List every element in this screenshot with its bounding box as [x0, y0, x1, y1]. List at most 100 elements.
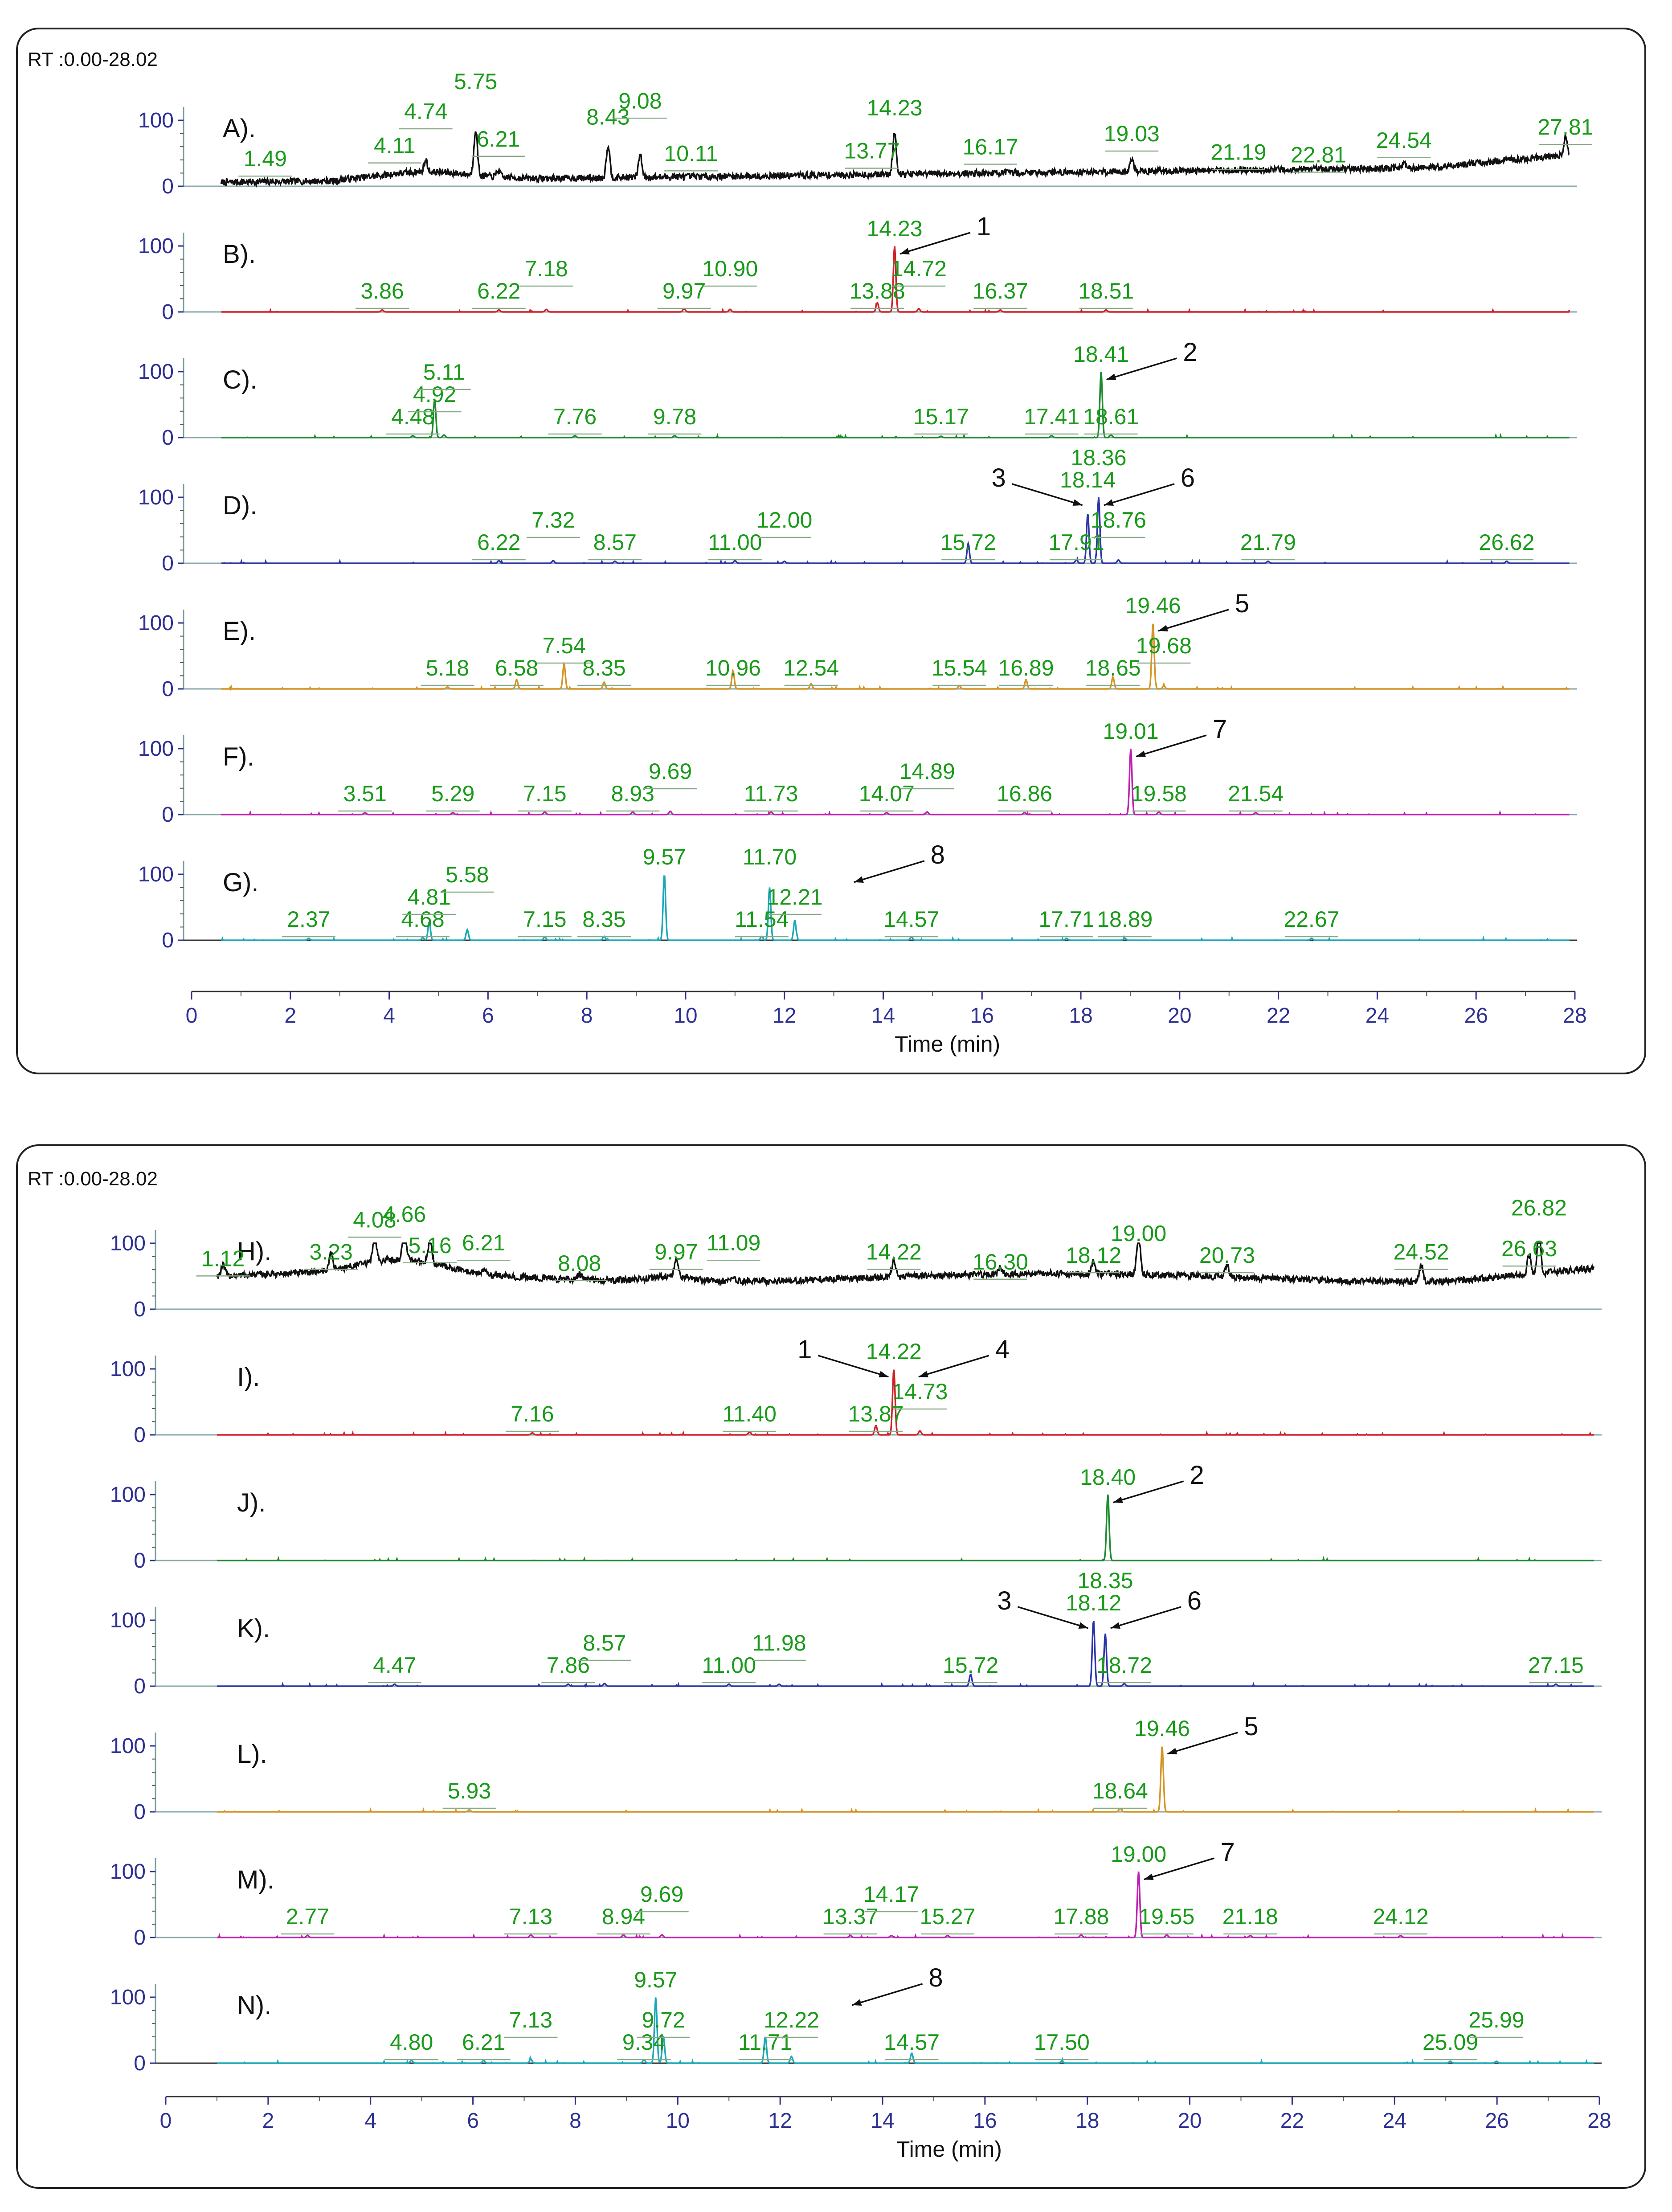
peak-rt-label: 7.15 [523, 907, 566, 932]
peak-rt-label: 24.54 [1376, 128, 1432, 153]
peak-rt-label: 21.18 [1222, 1904, 1278, 1929]
peak-label: 26.82 [1511, 1195, 1567, 1220]
peak-rt-label: 9.34 [622, 2030, 666, 2055]
peak-label: 16.86 [997, 781, 1052, 812]
peak-label: 19.58 [1131, 781, 1187, 812]
trace-7: N). 0 100 4.80 6.217.13 9.34 9.57 9.72 11.7112.2… [110, 1963, 1602, 2075]
peak-rt-label: 12.00 [756, 508, 812, 533]
annotation-number: 5 [1235, 589, 1249, 618]
peak-rt-label: 1.12 [201, 1246, 245, 1271]
x-tick-label: 26 [1485, 2109, 1508, 2133]
x-tick-label: 22 [1267, 1004, 1290, 1028]
x-tick-label: 12 [773, 1004, 796, 1028]
peak-rt-label: 3.23 [310, 1240, 353, 1265]
x-tick-label: 8 [581, 1004, 593, 1028]
peak-label: 6.21 [471, 127, 525, 157]
peak-rt-label: 5.18 [426, 655, 469, 680]
peak-rt-label: 8.35 [582, 907, 625, 932]
peak-rt-label: 22.67 [1284, 907, 1339, 932]
x-tick-label: 28 [1563, 1004, 1586, 1028]
peak-label: 2.37 [282, 907, 335, 938]
trace-label: M). [237, 1865, 274, 1894]
peak-rt-label: 10.11 [664, 141, 718, 166]
peak-number-annotation: 6 [1104, 463, 1195, 506]
peak-label: 26.63 [1501, 1236, 1557, 1267]
annotation-arrowhead [1136, 750, 1146, 758]
peak-rt-label: 12.21 [767, 885, 822, 909]
y-tick-label: 0 [134, 1926, 146, 1950]
peak-label: 21.54 [1228, 781, 1284, 812]
peak-number-annotation: 2 [1113, 1461, 1204, 1503]
peak-rt-label: 18.41 [1073, 342, 1129, 367]
trace-label: N). [237, 1991, 271, 2020]
trace-label: F). [223, 742, 254, 771]
peak-rt-label: 14.22 [866, 1339, 922, 1364]
peak-label: 6.22 [472, 279, 526, 309]
annotation-arrowhead [900, 248, 910, 255]
peak-label: 7.18 [519, 256, 573, 287]
x-tick-label: 20 [1178, 2109, 1202, 2133]
trace-5: L). 0 100 5.93 18.64 19.46 5 [110, 1712, 1602, 1824]
peak-label: 4.47 [368, 1653, 421, 1684]
peak-rt-label: 4.48 [391, 404, 434, 429]
peak-rt-label: 25.99 [1468, 2007, 1524, 2032]
peak-rt-label: 14.22 [866, 1240, 922, 1265]
peak-label: 9.78 [648, 404, 702, 435]
peak-label: 7.86 [541, 1653, 595, 1684]
y-tick-label: 100 [110, 1357, 146, 1381]
rt-range-label: RT :0.00-28.02 [28, 1168, 158, 1190]
trace-line [221, 623, 1570, 692]
peak-label: 14.89 [899, 759, 955, 790]
peak-label: 11.40 [722, 1401, 777, 1432]
trace-label: D). [223, 491, 257, 520]
annotation-arrow [1113, 1480, 1184, 1503]
peak-number-annotation: 7 [1144, 1838, 1235, 1880]
trace-line [221, 875, 1570, 942]
peak-number-annotation: 4 [918, 1335, 1010, 1378]
peak-rt-label: 14.23 [867, 216, 922, 241]
annotation-arrowhead [879, 1371, 889, 1378]
peak-label: 16.37 [973, 279, 1028, 309]
peak-rt-label: 18.65 [1085, 655, 1141, 680]
peak-rt-label: 6.21 [462, 1230, 505, 1255]
peak-label: 25.99 [1468, 2007, 1525, 2038]
peak-label: 16.89 [998, 655, 1054, 686]
peak-label: 14.23 [867, 95, 922, 120]
peak-label: 18.51 [1078, 279, 1134, 309]
y-tick-label: 0 [134, 1675, 146, 1698]
trace-line [217, 1494, 1594, 1562]
peak-label: 20.73 [1199, 1243, 1255, 1274]
peak-label: 18.35 [1077, 1568, 1133, 1593]
peak-rt-label: 13.88 [850, 279, 905, 303]
trace-1: A). 0 100 1.49 4.11 4.74 5.75 6.21 8.439.08 10.11… [138, 69, 1594, 198]
peak-rt-label: 7.54 [542, 633, 585, 658]
y-tick-label: 100 [138, 611, 174, 635]
peak-rt-label: 26.62 [1479, 530, 1534, 555]
peak-rt-label: 7.18 [525, 256, 568, 281]
peak-rt-label: 18.89 [1097, 907, 1153, 932]
peak-label: 14.23 [867, 216, 922, 241]
y-tick-label: 0 [162, 552, 174, 575]
peak-rt-label: 9.97 [654, 1240, 698, 1265]
peak-rt-label: 18.12 [1066, 1243, 1121, 1268]
y-tick-label: 0 [162, 300, 174, 324]
peak-label: 15.54 [932, 655, 987, 686]
peak-label: 10.96 [705, 655, 761, 686]
annotation-number: 4 [995, 1335, 1010, 1364]
peak-label: 4.81 [402, 885, 456, 915]
peak-rt-label: 9.78 [653, 404, 696, 429]
peak-rt-label: 18.35 [1077, 1568, 1133, 1593]
annotation-arrowhead [1113, 1496, 1123, 1503]
y-tick-label: 0 [162, 803, 174, 827]
peak-label: 7.54 [537, 633, 591, 664]
x-tick-label: 2 [284, 1004, 296, 1028]
annotation-arrowhead [1104, 499, 1114, 506]
peak-label: 7.76 [548, 404, 602, 435]
trace-line [221, 497, 1570, 564]
peak-rt-label: 14.72 [891, 256, 947, 281]
annotation-arrowhead [1110, 1622, 1120, 1629]
peak-label: 10.11 [664, 141, 718, 172]
peak-label: 21.79 [1240, 530, 1296, 561]
annotation-number: 3 [991, 463, 1006, 492]
